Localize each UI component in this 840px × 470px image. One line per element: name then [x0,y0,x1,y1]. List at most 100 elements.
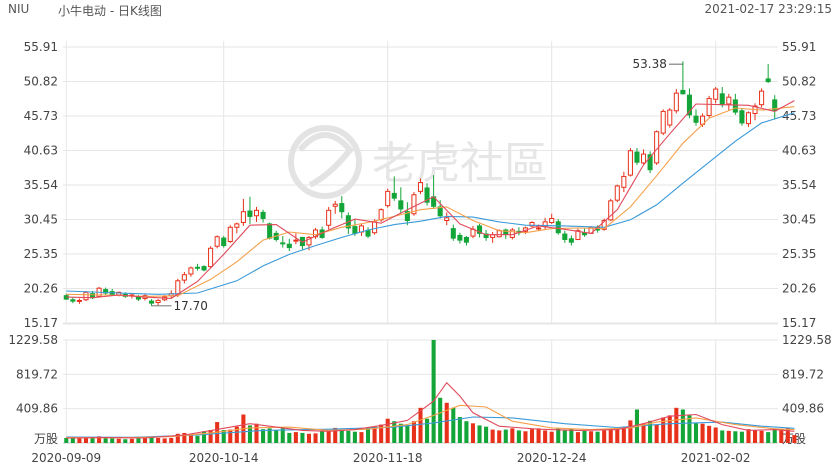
candle-body [457,234,463,241]
volume-bar [497,430,502,443]
candle-body [411,194,417,215]
volume-bar [457,417,462,443]
volume-bar [523,431,528,443]
date-axis: 2020-09-09 2020-10-14 2020-11-18 2020-12-24… [31,451,750,465]
volume-bar [293,432,298,443]
volume-bar [726,430,731,443]
volume-bar [470,423,476,443]
volume-bar [503,429,508,443]
volume-bar [175,433,180,443]
volume-unit-label-left: 万股 [34,432,58,446]
candle [358,223,364,237]
volume-bar [713,427,718,443]
candle-body [70,299,76,302]
candle-body [719,93,725,106]
candle [450,224,456,241]
volume-bar [516,430,521,443]
candle [253,206,260,222]
volume-bar [444,402,449,443]
volume-bar [64,437,69,443]
candle-body [759,90,765,106]
candle-body [352,226,358,234]
volume-bar [261,429,266,443]
candle [483,229,489,241]
price-tick-label-left: 20.26 [24,282,58,296]
candle-body [221,237,227,247]
candle [70,297,76,304]
candle [634,148,640,165]
volume-bar [339,429,344,443]
volume-bar [300,432,305,443]
candle-body [667,109,673,126]
volume-bar [287,432,292,443]
candle-body [608,200,614,221]
candle [155,299,161,306]
volume-bar [405,425,410,443]
candle-body [621,175,627,188]
candle-body [326,209,332,226]
volume-bar [326,430,331,443]
candle [608,198,614,222]
candle [332,200,338,214]
candle [549,213,555,224]
volume-bar [77,438,82,443]
volume-bar [792,435,797,443]
watermark-logo-icon [288,125,362,199]
volume-bar [70,436,75,443]
candle [339,196,345,219]
candle-body [745,112,752,125]
volume-bar [195,435,200,443]
volume-ma5-line [66,381,795,439]
price-tick-label-right: 55.91 [782,40,816,54]
price-axis-right: 55.91 50.82 45.73 40.63 35.54 30.45 25.35 20.26… [782,40,816,330]
candle [457,232,463,244]
candle-body [765,78,771,83]
volume-bar [156,437,161,443]
volume-bar [746,429,751,443]
candle-body [385,190,391,207]
volume-bar [346,430,351,443]
volume-bar [595,431,600,443]
candle [214,235,220,249]
volume-bar [569,428,574,443]
volume-bar [188,435,193,443]
volume-bar [680,409,685,443]
price-tick-label-right: 40.63 [782,144,816,158]
candle [444,212,450,226]
candle [739,108,745,126]
candle [713,87,719,104]
candle-body [529,222,535,227]
candle-body [404,211,410,221]
candle [293,233,299,245]
candle-body [424,187,430,203]
volume-bar [418,407,423,443]
volume-bar [674,407,679,443]
watermark: 老虎社區 [288,125,548,199]
price-annotations: 53.38 17.70 [151,57,683,313]
volume-bar [621,426,626,443]
candle-body [496,230,502,238]
candle-body [660,110,666,134]
candle [194,263,201,271]
volume-bar [575,432,580,443]
volume-bar [398,423,403,443]
candle [759,88,765,108]
volume-bar [687,415,692,443]
candle [686,88,692,119]
volume-bar [352,431,357,443]
volume-bar [142,437,148,443]
watermark-logo-mark-icon [297,132,354,188]
volume-bar [549,431,554,443]
candle [345,212,351,235]
volume-bar [136,438,141,443]
candlestick-series [63,61,778,306]
volume-bar [247,425,252,443]
volume-bar [228,429,233,443]
candle-body [549,217,555,224]
volume-bar [720,430,725,443]
candle [614,184,620,203]
candle-body [188,267,194,275]
volume-bar [543,430,548,443]
candle [385,188,391,208]
